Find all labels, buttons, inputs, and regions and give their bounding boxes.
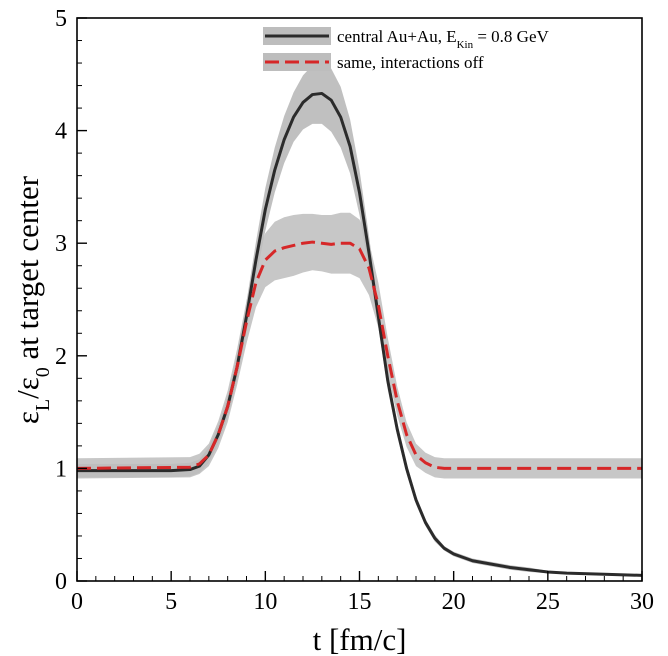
x-tick-label: 25	[536, 589, 560, 615]
x-tick-label: 5	[165, 589, 177, 615]
y-axis-title: εL/ε0 at target center	[10, 175, 54, 424]
y-tick-label: 0	[55, 569, 67, 595]
legend: central Au+Au, EKin = 0.8 GeV same, inter…	[263, 27, 550, 72]
x-axis-title: t [fm/c]	[313, 622, 407, 656]
y-tick-label: 1	[55, 456, 67, 482]
uncertainty-bands	[77, 63, 642, 577]
text-part: L	[32, 399, 54, 411]
y-tick-label: 2	[55, 344, 67, 370]
y-axis: 0 1 2 3 4 5	[55, 6, 87, 595]
y-tick-label: 5	[55, 6, 67, 32]
text-part: 0	[32, 367, 54, 377]
x-tick-label: 10	[253, 589, 277, 615]
x-axis: 0 5 10 15 20 25 30	[71, 571, 654, 615]
legend-entry-label: same, interactions off	[337, 53, 484, 72]
text-part: at target center	[10, 175, 45, 367]
y-tick-label: 4	[55, 119, 67, 145]
text-part: = 0.8 GeV	[473, 27, 549, 46]
text-part: /ε	[10, 377, 45, 399]
text-part: Kin	[457, 39, 474, 51]
y-tick-label: 3	[55, 231, 67, 257]
x-tick-label: 20	[442, 589, 466, 615]
text-part: central Au+Au, E	[337, 27, 457, 46]
series-line-2	[76, 240, 642, 470]
x-tick-label: 15	[348, 589, 372, 615]
legend-entry-label: central Au+Au, EKin = 0.8 GeV	[337, 27, 550, 51]
x-tick-label: 30	[630, 589, 654, 615]
text-part: ε	[10, 411, 45, 424]
text-part: same, interactions off	[337, 53, 484, 72]
uncertainty-band-2	[77, 212, 642, 479]
series-lines	[76, 91, 643, 577]
x-tick-label: 0	[71, 589, 83, 615]
